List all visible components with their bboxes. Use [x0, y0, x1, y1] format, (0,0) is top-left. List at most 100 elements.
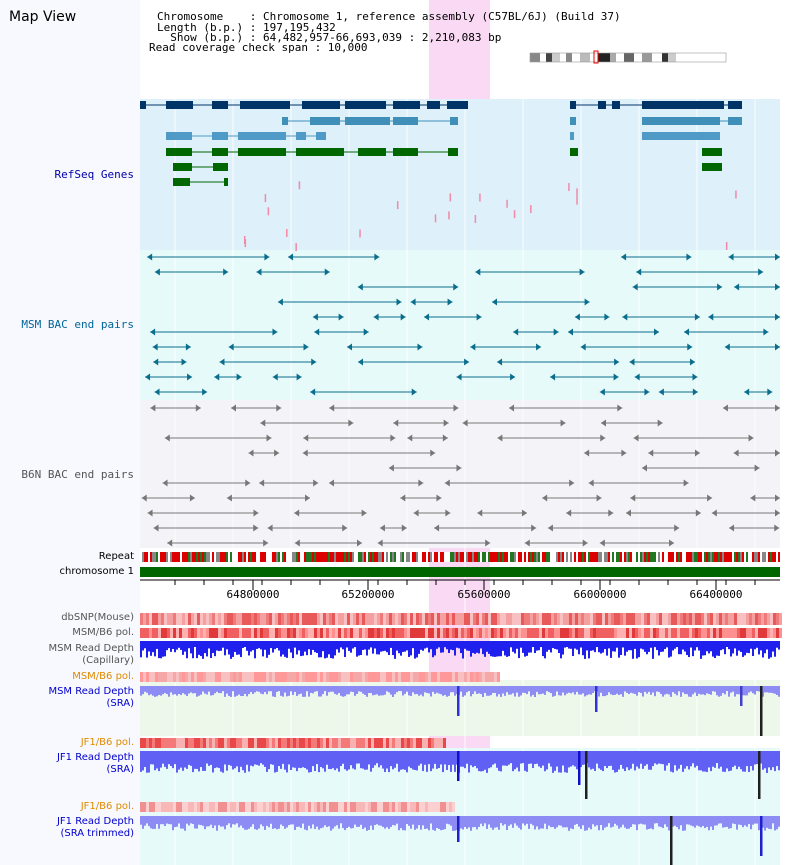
dbsnp-strip [701, 613, 704, 625]
jf1-depth-trim-bar [172, 816, 174, 831]
jf1-b6-pol2-strip [209, 802, 212, 812]
msm-b6-pol-strip [362, 628, 365, 638]
msm-depth-sra-bar [682, 686, 684, 693]
dbsnp-strip [539, 613, 542, 625]
jf1-depth-sra-bar [540, 751, 542, 768]
dbsnp-strip [569, 613, 572, 625]
dbsnp-strip [704, 613, 707, 625]
msm-depth-cap-bar [200, 641, 202, 657]
dbsnp-strip [383, 613, 386, 625]
jf1-depth-sra-bar [604, 751, 606, 766]
track-label-msm-b6-pol-2[interactable]: MSM/B6 pol. [72, 671, 134, 682]
msm-b6-pol2-strip [497, 672, 500, 682]
jf1-depth-sra-bar [184, 751, 186, 768]
msm-depth-cap-bar [590, 641, 592, 651]
repeat-segment [464, 552, 466, 562]
msm-depth-cap-bar [302, 641, 304, 656]
msm-depth-cap-bar [352, 641, 354, 649]
msm-depth-sra-bar [512, 686, 514, 694]
track-label-jf1-b6-pol-2[interactable]: JF1/B6 pol. [80, 801, 134, 812]
jf1-depth-sra-bar [334, 751, 336, 771]
track-label-msm-depth-cap[interactable]: MSM Read Depth [48, 643, 134, 654]
repeat-segment [438, 552, 440, 562]
msm-depth-cap-bar [222, 641, 224, 648]
jf1-depth-trim-bar [170, 816, 172, 825]
msm-depth-cap-bar [290, 641, 292, 653]
msm-b6-pol-strip [305, 628, 308, 638]
track-label-msm-bac[interactable]: MSM BAC end pairs [21, 318, 134, 331]
b6n-bac-pair-end [722, 404, 728, 412]
msm-depth-cap-bar [578, 641, 580, 655]
jf1-depth-sra-bar [378, 751, 380, 768]
msm-depth-cap-bar [194, 641, 196, 648]
msm-b6-pol-strip [143, 628, 146, 638]
msm-b6-pol-strip [671, 628, 674, 638]
jf1-depth-trim-bar [676, 816, 678, 828]
track-label-jf1-b6-pol-1[interactable]: JF1/B6 pol. [80, 737, 134, 748]
dbsnp-strip [725, 613, 728, 625]
track-label-refseq[interactable]: RefSeq Genes [54, 168, 134, 181]
msm-depth-cap-bar [418, 641, 420, 654]
repeat-segment [568, 552, 570, 562]
jf1-b6-pol-strip [146, 738, 149, 748]
msm-depth-sra-bar [744, 686, 746, 696]
jf1-depth-sra-bar [428, 751, 430, 765]
msm-b6-pol-strip [518, 628, 521, 638]
msm-depth-cap-bar [762, 641, 764, 658]
msm-depth-cap-bar [592, 641, 594, 651]
msm-b6-pol-strip [626, 628, 629, 638]
dbsnp-strip [347, 613, 350, 625]
msm-depth-sra-bar [150, 686, 152, 695]
track-label-repeat[interactable]: Repeat [98, 551, 134, 562]
repeat-segment [776, 552, 778, 562]
jf1-b6-pol2-strip [413, 802, 416, 812]
msm-b6-pol2-strip [449, 672, 452, 682]
msm-depth-sra-bar [548, 686, 550, 693]
track-label-b6n-bac[interactable]: B6N BAC end pairs [21, 468, 134, 481]
msm-b6-pol-strip [656, 628, 659, 638]
jf1-depth-trim-bar [482, 816, 484, 827]
jf1-depth-sra-bar-spike [578, 751, 581, 785]
repeat-segment [504, 552, 506, 562]
msm-depth-sra-bar [478, 686, 480, 694]
msm-bac-pair-end [223, 268, 229, 276]
msm-b6-pol-strip [599, 628, 602, 638]
msm-b6-pol-strip [230, 628, 233, 638]
repeat-segment [768, 552, 770, 562]
track-label-chromosome[interactable]: chromosome 1 [59, 566, 134, 577]
msm-depth-cap-bar [612, 641, 614, 652]
track-label-msm-depth-sra[interactable]: MSM Read Depth [48, 686, 134, 697]
jf1-b6-pol-strip [284, 738, 287, 748]
jf1-depth-sra-bar [316, 751, 318, 765]
msm-depth-cap-bar [694, 641, 696, 651]
msm-depth-sra-bar [290, 686, 292, 692]
jf1-depth-trim-bar [406, 816, 408, 825]
msm-b6-pol-strip [743, 628, 746, 638]
msm-b6-pol2-strip [335, 672, 338, 682]
track-label-jf1-depth-trim[interactable]: JF1 Read Depth [56, 816, 134, 827]
msm-bac-pair-end [580, 343, 586, 351]
msm-bac-pair-end [684, 328, 690, 336]
repeat-segment [282, 552, 284, 562]
repeat-segment [584, 552, 586, 562]
msm-depth-cap-bar [528, 641, 530, 653]
msm-depth-sra-bar [616, 686, 618, 694]
repeat-segment [564, 552, 566, 562]
jf1-depth-trim-bar [218, 816, 220, 826]
msm-depth-cap-bar [366, 641, 368, 656]
msm-depth-cap-bar [446, 641, 448, 650]
jf1-depth-trim-bar [468, 816, 470, 828]
msm-bac-pair-end [763, 328, 769, 336]
track-label-dbsnp[interactable]: dbSNP(Mouse) [61, 612, 134, 623]
msm-bac-pair-end [424, 313, 430, 321]
dbsnp-strip [422, 613, 425, 625]
jf1-depth-sra-bar [404, 751, 406, 770]
jf1-depth-trim-bar [414, 816, 416, 830]
track-label-jf1-depth-sra[interactable]: JF1 Read Depth [56, 752, 134, 763]
msm-depth-cap-bar [508, 641, 510, 657]
track-label-msm-b6-pol-1[interactable]: MSM/B6 pol. [72, 627, 134, 638]
jf1-depth-trim-bar [304, 816, 306, 830]
msm-depth-cap-bar [672, 641, 674, 651]
msm-depth-cap-bar [358, 641, 360, 656]
